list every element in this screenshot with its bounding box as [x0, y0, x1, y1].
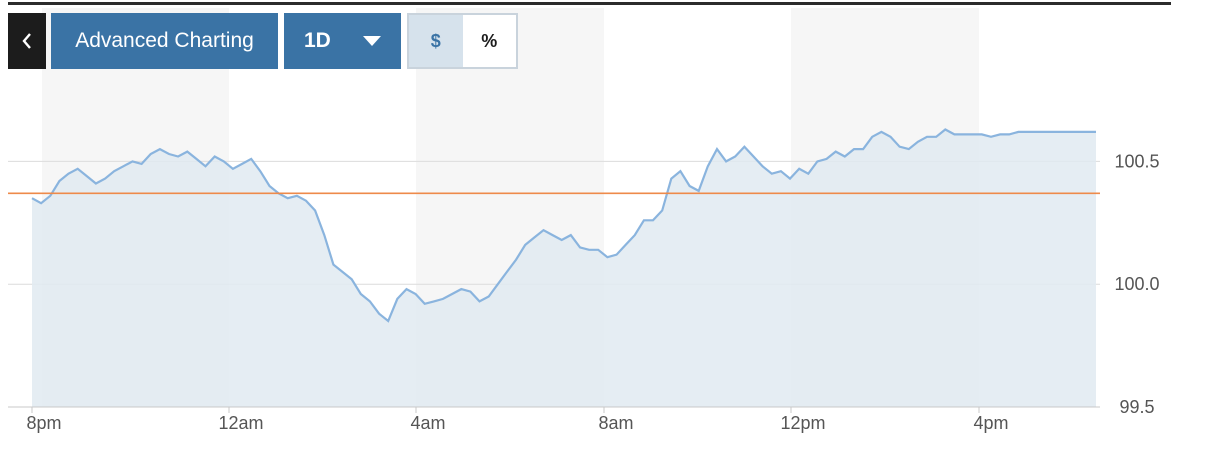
price-line [31, 128, 1096, 323]
caret-down-icon [363, 36, 381, 46]
back-button[interactable] [8, 13, 46, 69]
range-dropdown[interactable]: 1D [284, 13, 401, 69]
x-axis-ticks: 8pm 12am 4am 8am 12pm 4pm [26, 407, 1009, 433]
x-tick-label: 12pm [780, 413, 825, 433]
y-axis-ticks: 100.5 100.0 99.5 [1114, 151, 1159, 417]
x-tick-label: 4am [410, 413, 445, 433]
price-area [32, 129, 1096, 407]
y-tick-label: 99.5 [1119, 397, 1154, 417]
y-tick-label: 100.0 [1114, 274, 1159, 294]
x-tick-label: 8pm [26, 413, 61, 433]
x-tick-label: 8am [598, 413, 633, 433]
advanced-charting-label: Advanced Charting [75, 29, 254, 52]
x-tick-label: 12am [218, 413, 263, 433]
dollar-toggle[interactable]: $ [409, 15, 463, 67]
unit-toggle: $ % [407, 13, 518, 69]
range-label: 1D [304, 29, 331, 52]
top-border [8, 2, 1171, 5]
advanced-charting-button[interactable]: Advanced Charting [51, 13, 278, 69]
y-tick-label: 100.5 [1114, 151, 1159, 171]
chevron-left-icon [22, 33, 31, 49]
x-tick-label: 4pm [973, 413, 1008, 433]
percent-toggle[interactable]: % [462, 15, 516, 67]
